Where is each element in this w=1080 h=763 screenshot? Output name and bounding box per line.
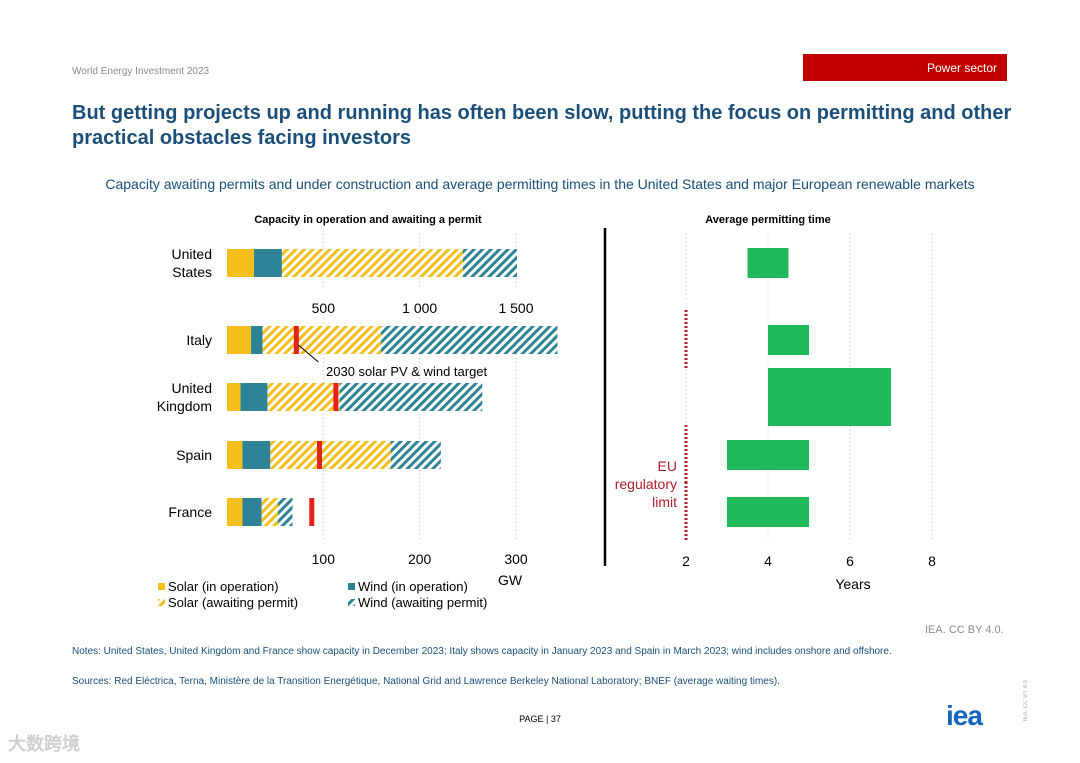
us-axis-tick-label: 1 000 xyxy=(402,300,437,316)
capacity-chart: Capacity in operation and awaiting a per… xyxy=(157,214,607,588)
bar-united-states-wind-awaiting-permit xyxy=(463,249,517,277)
bar-united-kingdom-wind-awaiting-permit xyxy=(339,383,483,411)
bar-united-kingdom-solar-awaiting-permit xyxy=(267,383,340,411)
iea-logo: iea xyxy=(946,700,983,731)
years-axis-tick-label: 2 xyxy=(682,553,690,569)
bar-spain-wind-awaiting-permit xyxy=(390,441,441,469)
chart-canvas: Capacity in operation and awaiting a per… xyxy=(157,214,936,610)
legend-swatch-solar-awaiting-permit xyxy=(158,599,165,606)
bar-france-solar-awaiting-permit xyxy=(261,498,279,526)
years-axis-tick-label: 6 xyxy=(846,553,854,569)
bar-united-states-wind-in-operation xyxy=(253,249,282,277)
target-marker-italy xyxy=(293,326,299,354)
years-axis-tick-label: 8 xyxy=(928,553,936,569)
category-label-united-states: United States xyxy=(172,246,212,280)
chart-title: Capacity awaiting permits and under cons… xyxy=(105,176,975,192)
target-marker-united-kingdom xyxy=(333,383,339,411)
eu-axis-tick-label: 200 xyxy=(408,551,432,567)
bar-france-wind-awaiting-permit xyxy=(278,498,293,526)
permit-bar-france xyxy=(727,497,809,527)
bar-france-wind-in-operation xyxy=(242,498,262,526)
section-tag: Power sector xyxy=(803,54,1007,81)
page-headline: But getting projects up and running has … xyxy=(72,102,1012,149)
category-label-spain: Spain xyxy=(176,447,212,463)
notes: Notes: United States, United Kingdom and… xyxy=(72,646,892,657)
years-axis-tick-label: 4 xyxy=(764,553,772,569)
years-axis-label: Years xyxy=(835,576,870,592)
bar-spain-solar-awaiting-permit xyxy=(270,441,391,469)
target-marker-spain xyxy=(316,441,322,469)
legend-swatch-wind-in-operation xyxy=(348,583,355,590)
eu-axis-tick-label: 300 xyxy=(504,551,528,567)
bar-spain-wind-in-operation xyxy=(242,441,271,469)
page-number: PAGE | 37 xyxy=(519,714,561,724)
permit-bar-italy xyxy=(768,325,809,355)
legend-swatch-solar-in-operation xyxy=(158,583,165,590)
category-label-united-kingdom: United Kingdom xyxy=(157,380,212,414)
bar-united-kingdom-solar-in-operation xyxy=(227,383,241,411)
bar-italy-solar-awaiting-permit xyxy=(262,326,382,354)
bar-united-states-solar-awaiting-permit xyxy=(281,249,464,277)
bar-italy-wind-in-operation xyxy=(251,326,263,354)
credit-line: IEA. CC BY 4.0. xyxy=(925,624,1004,636)
legend-label-wind-in-operation: Wind (in operation) xyxy=(358,579,468,594)
eu-axis-unit-label: GW xyxy=(498,572,523,588)
target-annotation-leader xyxy=(298,344,319,363)
permitting-chart-title: Average permitting time xyxy=(705,214,831,226)
permitting-time-chart: Average permitting time EU regulatory limit… xyxy=(615,214,936,592)
bar-france-solar-in-operation xyxy=(227,498,243,526)
us-axis-tick-label: 500 xyxy=(312,300,336,316)
permit-bar-united-kingdom xyxy=(768,368,891,426)
category-label-france: France xyxy=(168,504,212,520)
permit-bar-united-states xyxy=(747,248,789,278)
eu-limit-label: EU regulatory limit xyxy=(615,458,677,510)
license-vertical: IEA. CC BY 4.0 xyxy=(1023,680,1029,722)
sources: Sources: Red Eléctrica, Terna, Ministère… xyxy=(72,676,780,687)
watermark: 大数跨境 xyxy=(8,734,80,754)
legend: Solar (in operation) Wind (in operation) S… xyxy=(158,579,487,610)
legend-swatch-wind-awaiting-permit xyxy=(348,599,355,606)
bar-united-kingdom-wind-in-operation xyxy=(240,383,268,411)
eu-axis-tick-label: 100 xyxy=(312,551,336,567)
permit-bar-spain xyxy=(727,440,809,470)
legend-label-wind-awaiting-permit: Wind (awaiting permit) xyxy=(358,595,487,610)
bar-italy-solar-in-operation xyxy=(227,326,252,354)
us-axis-tick-label: 1 500 xyxy=(498,300,533,316)
target-marker-france xyxy=(309,498,315,526)
legend-label-solar-in-operation: Solar (in operation) xyxy=(168,579,279,594)
category-label-italy: Italy xyxy=(186,332,212,348)
report-name: World Energy Investment 2023 xyxy=(72,66,210,77)
bar-italy-wind-awaiting-permit xyxy=(381,326,558,354)
legend-label-solar-awaiting-permit: Solar (awaiting permit) xyxy=(168,595,298,610)
capacity-chart-title: Capacity in operation and awaiting a per… xyxy=(254,214,482,226)
bar-spain-solar-in-operation xyxy=(227,441,243,469)
bar-united-states-solar-in-operation xyxy=(227,249,254,277)
target-annotation-label: 2030 solar PV & wind target xyxy=(326,364,488,379)
